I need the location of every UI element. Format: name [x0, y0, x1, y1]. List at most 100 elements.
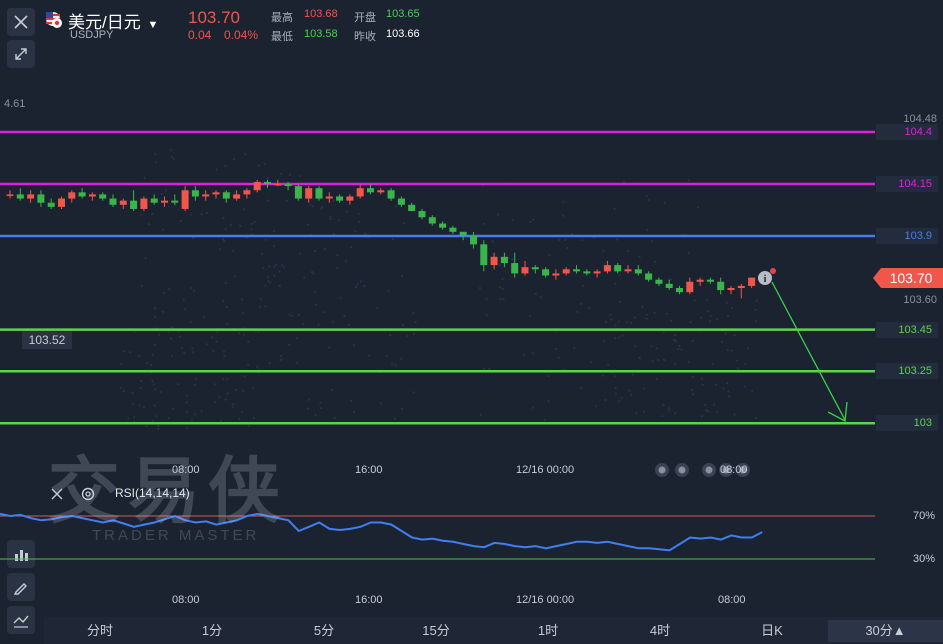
trendline-button[interactable] [7, 606, 35, 634]
candle [243, 188, 251, 199]
candle [212, 190, 220, 199]
tf-15min[interactable]: 15分 [422, 623, 450, 638]
candle [717, 277, 725, 295]
tf-30min-dropdown[interactable]: 30分▲ [828, 620, 943, 642]
close-button[interactable] [7, 8, 35, 36]
candle [274, 179, 282, 187]
candle [16, 188, 24, 201]
candle [305, 186, 313, 203]
candle [191, 186, 199, 201]
chart-nav-dots[interactable] [655, 463, 750, 477]
candle [109, 194, 117, 207]
left-scale-label: 4.61 [4, 98, 26, 110]
alert-dot [770, 268, 776, 274]
high-value: 103.68 [304, 8, 338, 20]
tf-daily[interactable]: 日K [761, 623, 783, 638]
forecast-arrowhead [827, 401, 848, 423]
rsi-close-button[interactable] [50, 487, 64, 506]
time-label-1: 08:00 [172, 464, 200, 476]
candle [480, 240, 488, 272]
candle [78, 188, 86, 199]
tf-1hour[interactable]: 1时 [537, 623, 559, 638]
candle [336, 194, 344, 203]
crosshair-price-label: 103.52 [22, 331, 72, 349]
prev-close-value: 103.66 [386, 28, 420, 40]
low-value: 103.58 [304, 28, 338, 40]
candle [562, 267, 570, 276]
candle [624, 265, 632, 274]
low-label: 最低 [271, 31, 293, 43]
current-price-tag: 103.70 [873, 268, 943, 288]
us-jp-flag-icon [46, 12, 62, 28]
candle [593, 269, 601, 278]
tf-5min[interactable]: 5分 [313, 623, 335, 638]
candle [367, 184, 374, 195]
candle [346, 194, 354, 205]
candle [655, 277, 663, 286]
open-value: 103.65 [386, 8, 420, 20]
candle [542, 267, 550, 278]
candle [377, 188, 385, 195]
rsi-time-label-4: 08:00 [718, 594, 746, 606]
info-icon[interactable] [758, 271, 772, 285]
candle [284, 181, 292, 191]
candle [27, 190, 35, 203]
watermark-subtitle: TRADER MASTER [92, 527, 260, 544]
candle [696, 277, 704, 286]
candle [397, 196, 405, 207]
candle [748, 277, 756, 288]
candle [47, 198, 55, 209]
rsi-line [0, 512, 763, 552]
candle [418, 208, 426, 220]
level-price-box: 103.9 [876, 228, 938, 244]
candle [99, 192, 107, 201]
rsi-settings-button[interactable] [80, 486, 96, 507]
candle [68, 190, 76, 203]
candle [202, 190, 210, 201]
indicator-button[interactable] [7, 540, 35, 568]
chevron-down-icon: ▼ [147, 19, 159, 31]
open-label: 开盘 [354, 12, 376, 24]
candle [222, 190, 230, 203]
symbol-selector[interactable]: 美元/日元 ▼ [68, 8, 158, 33]
candle [88, 192, 96, 201]
rsi-time-label-3: 12/16 00:00 [516, 594, 575, 606]
price-change: 0.04 [188, 28, 212, 42]
current-price: 103.70 [188, 8, 240, 27]
candle [325, 192, 333, 203]
candle [500, 252, 508, 268]
candle [552, 269, 560, 280]
trendline-icon [13, 615, 29, 628]
candle [171, 194, 179, 205]
watermark-logo: 交易侠 [48, 449, 289, 533]
tf-1min[interactable]: 1分 [201, 623, 223, 638]
candle [511, 252, 519, 278]
candle [253, 179, 261, 193]
candle [706, 277, 714, 284]
shrink-button[interactable] [7, 40, 35, 68]
rsi-70-label: 70% [912, 510, 935, 522]
candle [439, 221, 447, 230]
candle [737, 283, 745, 299]
close-icon [51, 488, 63, 500]
draw-button[interactable] [7, 573, 35, 601]
candle [645, 271, 653, 282]
candle [150, 194, 158, 205]
current-price-tag-text: 103.70 [889, 270, 933, 286]
candle [161, 196, 168, 207]
candle [387, 188, 395, 201]
candle [614, 263, 622, 274]
candle [264, 179, 271, 189]
tf-4hour[interactable]: 4时 [649, 623, 671, 638]
symbol-name: 美元/日元 [68, 13, 141, 32]
candle [181, 186, 189, 212]
candle [603, 260, 611, 274]
candle [294, 184, 302, 201]
candle [37, 190, 45, 207]
rsi-30-label: 30% [912, 553, 935, 565]
tf-tick[interactable]: 分时 [86, 623, 113, 638]
candle [428, 215, 436, 226]
axis-bottom-label: 103.60 [903, 294, 937, 306]
candle [583, 269, 591, 276]
